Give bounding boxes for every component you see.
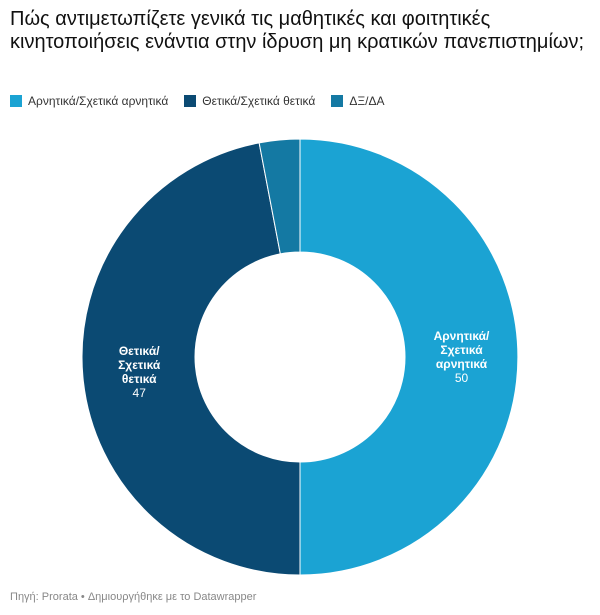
legend: Αρνητικά/Σχετικά αρνητικά Θετικά/Σχετικά … bbox=[10, 94, 385, 108]
data-label-name: Αρνητικά/Σχετικά αρνητικά bbox=[433, 329, 490, 371]
legend-item: Θετικά/Σχετικά θετικά bbox=[184, 94, 315, 108]
data-label: Αρνητικά/Σχετικά αρνητικά 50 bbox=[422, 329, 502, 385]
slice bbox=[81, 142, 301, 576]
legend-label: Θετικά/Σχετικά θετικά bbox=[202, 94, 316, 108]
slice bbox=[258, 138, 301, 255]
data-label-value: 47 bbox=[132, 386, 146, 401]
data-label-name: Θετικά/Σχετικά θετικά bbox=[118, 344, 161, 387]
slice bbox=[299, 138, 519, 576]
legend-item: ΔΞ/ΔΑ bbox=[331, 94, 385, 108]
legend-swatch bbox=[10, 95, 22, 107]
legend-swatch bbox=[184, 95, 197, 107]
legend-label: Αρνητικά/Σχετικά αρνητικά bbox=[28, 94, 169, 108]
source-note: Πηγή: Prorata • Δημιουργήθηκε με το Data… bbox=[10, 591, 257, 603]
chart-title: Πώς αντιμετωπίζετε γενικά τις μαθητικές … bbox=[10, 8, 585, 53]
data-label-value: 50 bbox=[454, 371, 469, 385]
data-label: Θετικά/Σχετικά θετικά 47 bbox=[99, 344, 179, 400]
legend-item: Αρνητικά/Σχετικά αρνητικά bbox=[10, 94, 168, 108]
legend-label: ΔΞ/ΔΑ bbox=[349, 94, 385, 108]
legend-swatch bbox=[331, 95, 344, 107]
